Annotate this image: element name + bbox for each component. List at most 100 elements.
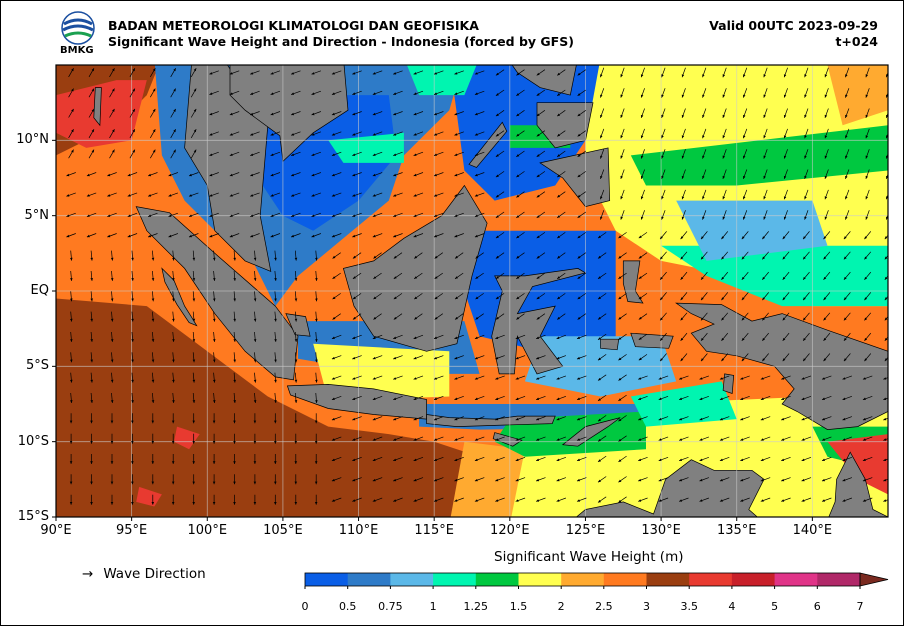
- direction-arrow: [373, 252, 382, 259]
- direction-arrow: [131, 291, 134, 302]
- direction-arrow: [474, 477, 485, 482]
- direction-arrow: [680, 312, 688, 321]
- direction-arrow: [618, 435, 627, 442]
- direction-arrow: [680, 271, 688, 281]
- colorbar-tick-label: 2.5: [595, 600, 613, 613]
- direction-arrow: [620, 210, 625, 220]
- direction-arrow: [661, 88, 666, 98]
- direction-arrow: [495, 171, 505, 178]
- direction-arrow: [620, 128, 625, 139]
- direction-arrow: [516, 313, 525, 320]
- direction-arrow: [842, 416, 853, 421]
- direction-arrow: [618, 333, 627, 341]
- direction-arrow: [253, 352, 257, 363]
- direction-arrow: [454, 355, 464, 360]
- direction-arrow: [474, 456, 485, 462]
- direction-arrow: [192, 270, 196, 281]
- direction-arrow: [393, 151, 403, 156]
- direction-arrow: [294, 270, 298, 281]
- direction-arrow: [536, 211, 546, 219]
- direction-arrow: [845, 108, 850, 119]
- direction-arrow: [151, 352, 155, 363]
- direction-arrow: [700, 292, 708, 301]
- direction-arrow: [862, 375, 873, 380]
- direction-arrow: [865, 128, 870, 139]
- direction-arrow: [762, 353, 769, 362]
- direction-arrow: [740, 477, 750, 482]
- land-andaman: [93, 87, 102, 127]
- direction-arrow: [172, 352, 175, 363]
- direction-arrow: [783, 169, 788, 180]
- direction-arrow: [209, 151, 219, 156]
- direction-arrow: [516, 171, 525, 178]
- direction-arrow: [413, 252, 423, 259]
- direction-arrow: [413, 375, 424, 380]
- direction-arrow: [516, 191, 525, 198]
- direction-arrow: [842, 375, 853, 380]
- direction-arrow: [678, 436, 689, 441]
- direction-arrow: [699, 375, 710, 380]
- direction-arrow: [188, 233, 199, 238]
- direction-arrow: [88, 149, 95, 159]
- direction-arrow: [762, 332, 769, 342]
- direction-arrow: [535, 456, 546, 462]
- direction-arrow: [661, 189, 666, 200]
- direction-arrow: [68, 68, 74, 78]
- direction-arrow: [274, 474, 277, 485]
- direction-arrow: [597, 394, 607, 402]
- direction-arrow: [516, 211, 525, 219]
- direction-arrow: [638, 354, 648, 361]
- direction-arrow: [233, 454, 236, 464]
- direction-arrow: [721, 292, 729, 301]
- direction-arrow: [536, 89, 546, 96]
- direction-arrow: [129, 149, 136, 159]
- direction-arrow: [454, 395, 464, 401]
- direction-arrow: [110, 433, 114, 444]
- direction-arrow: [433, 334, 444, 340]
- land-seram: [630, 332, 674, 349]
- direction-arrow: [131, 331, 134, 342]
- direction-arrow: [495, 211, 505, 219]
- direction-arrow: [821, 497, 832, 502]
- direction-arrow: [556, 355, 567, 360]
- direction-arrow: [213, 250, 216, 261]
- direction-arrow: [845, 88, 850, 98]
- direction-arrow: [86, 172, 97, 177]
- wave-band-3.5-4-spot2: [136, 486, 162, 507]
- title-block: BADAN METEOROLOGI KLIMATOLOGI DAN GEOFIS…: [108, 18, 574, 50]
- direction-arrow: [620, 67, 625, 78]
- direction-arrow: [109, 88, 115, 98]
- direction-arrow: [151, 433, 155, 444]
- direction-arrow: [495, 89, 505, 96]
- direction-arrow: [719, 497, 730, 502]
- direction-arrow: [618, 476, 627, 483]
- direction-arrow: [618, 394, 627, 402]
- direction-arrow: [802, 353, 810, 362]
- direction-arrow: [192, 454, 195, 464]
- direction-arrow: [804, 189, 809, 200]
- direction-arrow: [845, 149, 850, 159]
- direction-arrow: [331, 355, 342, 360]
- direction-arrow: [274, 494, 277, 505]
- direction-arrow: [702, 149, 707, 159]
- direction-arrow: [680, 251, 688, 260]
- direction-arrow: [233, 311, 236, 322]
- direction-arrow: [536, 171, 546, 178]
- direction-arrow: [801, 477, 812, 482]
- direction-arrow: [127, 192, 138, 197]
- direction-arrow: [659, 231, 667, 240]
- direction-arrow: [762, 231, 769, 240]
- direction-arrow: [233, 413, 236, 424]
- direction-arrow: [331, 151, 342, 156]
- direction-arrow: [372, 172, 383, 177]
- direction-arrow: [131, 311, 134, 322]
- direction-arrow: [474, 111, 485, 116]
- direction-arrow: [290, 111, 301, 116]
- direction-arrow: [253, 433, 257, 444]
- direction-arrow: [556, 252, 566, 259]
- direction-arrow: [702, 210, 707, 220]
- direction-arrow: [740, 416, 750, 421]
- direction-arrow: [659, 332, 667, 342]
- direction-arrow: [129, 129, 136, 139]
- direction-arrow: [824, 210, 829, 220]
